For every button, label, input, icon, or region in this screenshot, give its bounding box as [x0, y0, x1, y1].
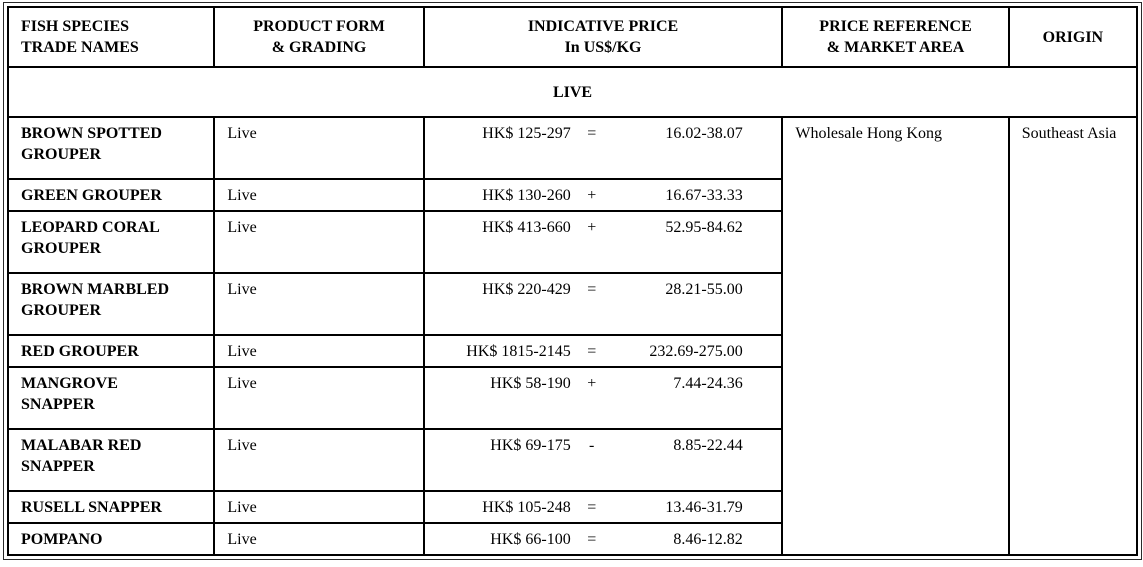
price-reference-cell: Wholesale Hong Kong — [781, 116, 1010, 556]
product-form-cell: Live — [213, 366, 425, 430]
price-usd: 13.46-31.79 — [665, 499, 743, 516]
price-line: HK$ 105-248 = 13.46-31.79 — [425, 497, 782, 518]
product-form-cell: Live — [213, 522, 425, 556]
price-usd: 8.46-12.82 — [673, 531, 743, 548]
table-row: RED GROUPER Live HK$ 1815-2145 = 232.69-… — [6, 334, 1137, 368]
table-row: POMPANO Live HK$ 66-100 = 8.46-12.82 — [6, 522, 1137, 556]
fish-price-table: FISH SPECIES TRADE NAMES PRODUCT FORM & … — [6, 6, 1139, 556]
table-row: GREEN GROUPER Live HK$ 130-260 + 16.67-3… — [6, 178, 1137, 212]
species-cell: RED GROUPER — [6, 334, 216, 368]
column-header-fish-species: FISH SPECIES TRADE NAMES — [6, 6, 216, 68]
table-row: RUSELL SNAPPER Live HK$ 105-248 = 13.46-… — [6, 490, 1137, 524]
table-row: MANGROVE SNAPPER Live HK$ 58-190 + 7.44-… — [6, 366, 1137, 430]
price-usd: 8.85-22.44 — [673, 437, 743, 454]
price-line: HK$ 1815-2145 = 232.69-275.00 — [425, 341, 782, 362]
price-hkd: HK$ 413-660 — [482, 219, 571, 236]
price-usd: 7.44-24.36 — [673, 375, 743, 392]
column-header-indicative-price: INDICATIVE PRICE In US$/KG — [422, 6, 784, 68]
price-hkd: HK$ 105-248 — [482, 499, 571, 516]
price-trend-symbol: = — [587, 281, 597, 298]
price-trend-symbol: = — [587, 531, 597, 548]
price-trend-symbol: = — [587, 125, 597, 142]
price-line: HK$ 413-660 + 52.95-84.62 — [425, 217, 782, 238]
species-cell: BROWN SPOTTED GROUPER — [6, 116, 216, 180]
price-cell: HK$ 220-429 = 28.21-55.00 — [422, 272, 784, 336]
header-row: FISH SPECIES TRADE NAMES PRODUCT FORM & … — [6, 6, 1139, 68]
species-cell: MANGROVE SNAPPER — [6, 366, 216, 430]
price-usd: 28.21-55.00 — [665, 281, 743, 298]
species-cell: MALABAR RED SNAPPER — [6, 428, 216, 492]
table-outer-frame: FISH SPECIES TRADE NAMES PRODUCT FORM & … — [3, 2, 1142, 560]
price-hkd: HK$ 58-190 — [490, 375, 571, 392]
price-line: HK$ 66-100 = 8.46-12.82 — [425, 529, 782, 550]
table-row: BROWN SPOTTED GROUPER Live HK$ 125-297 =… — [6, 116, 1139, 556]
table-row: LEOPARD CORAL GROUPER Live HK$ 413-660 +… — [6, 210, 1137, 274]
price-hkd: HK$ 66-100 — [490, 531, 571, 548]
price-cell: HK$ 69-175 - 8.85-22.44 — [422, 428, 784, 492]
origin-cell: Southeast Asia — [1007, 116, 1139, 556]
price-hkd: HK$ 1815-2145 — [466, 343, 571, 360]
price-cell: HK$ 58-190 + 7.44-24.36 — [422, 366, 784, 430]
product-form-cell: Live — [213, 178, 425, 212]
product-form-cell: Live — [213, 428, 425, 492]
price-line: HK$ 220-429 = 28.21-55.00 — [425, 279, 782, 300]
price-usd: 232.69-275.00 — [649, 343, 743, 360]
price-trend-symbol: = — [587, 343, 597, 360]
species-cell: POMPANO — [6, 522, 216, 556]
price-trend-symbol: = — [587, 499, 597, 516]
species-cell: RUSELL SNAPPER — [6, 490, 216, 524]
species-cell: GREEN GROUPER — [6, 178, 216, 212]
product-form-cell: Live — [213, 334, 425, 368]
price-usd: 52.95-84.62 — [665, 219, 743, 236]
price-line: HK$ 130-260 + 16.67-33.33 — [425, 185, 782, 206]
table-row: MALABAR RED SNAPPER Live HK$ 69-175 - 8.… — [6, 428, 1137, 492]
price-line: HK$ 125-297 = 16.02-38.07 — [425, 123, 782, 144]
price-trend-symbol: + — [587, 187, 597, 204]
product-form-cell: Live — [213, 490, 425, 524]
column-header-origin: ORIGIN — [1007, 6, 1139, 68]
price-hkd: HK$ 130-260 — [482, 187, 571, 204]
price-line: HK$ 58-190 + 7.44-24.36 — [425, 373, 782, 394]
price-trend-symbol: + — [587, 375, 597, 392]
product-form-cell: Live — [213, 210, 425, 274]
species-cell: BROWN MARBLED GROUPER — [6, 272, 216, 336]
price-cell: HK$ 66-100 = 8.46-12.82 — [422, 522, 784, 556]
column-header-price-reference: PRICE REFERENCE & MARKET AREA — [781, 6, 1010, 68]
price-trend-symbol: + — [587, 219, 597, 236]
price-cell: HK$ 130-260 + 16.67-33.33 — [422, 178, 784, 212]
price-cell: HK$ 105-248 = 13.46-31.79 — [422, 490, 784, 524]
price-line: HK$ 69-175 - 8.85-22.44 — [425, 435, 782, 456]
section-row-live: LIVE — [7, 66, 1138, 118]
price-hkd: HK$ 69-175 — [490, 437, 571, 454]
price-cell: HK$ 1815-2145 = 232.69-275.00 — [422, 334, 784, 368]
price-trend-symbol: - — [589, 437, 595, 454]
price-usd: 16.02-38.07 — [665, 125, 743, 142]
product-form-cell: Live — [213, 116, 425, 180]
price-hkd: HK$ 220-429 — [482, 281, 571, 298]
column-header-product-form: PRODUCT FORM & GRADING — [213, 6, 425, 68]
section-label: LIVE — [7, 66, 1138, 118]
price-hkd: HK$ 125-297 — [482, 125, 571, 142]
product-form-cell: Live — [213, 272, 425, 336]
species-cell: LEOPARD CORAL GROUPER — [6, 210, 216, 274]
price-cell: HK$ 125-297 = 16.02-38.07 — [422, 116, 784, 180]
table-row: BROWN MARBLED GROUPER Live HK$ 220-429 =… — [6, 272, 1137, 336]
price-cell: HK$ 413-660 + 52.95-84.62 — [422, 210, 784, 274]
price-usd: 16.67-33.33 — [665, 187, 743, 204]
